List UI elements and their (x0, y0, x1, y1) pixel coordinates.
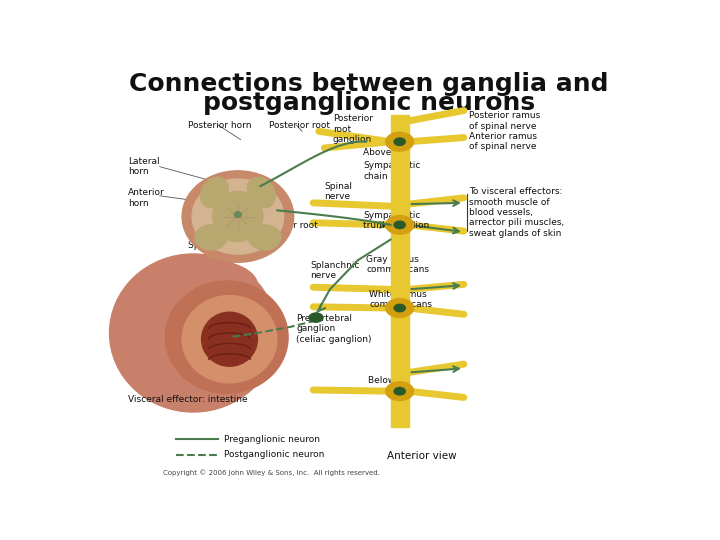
Text: Anterior root: Anterior root (260, 221, 318, 230)
Text: Visceral effector: intestine: Visceral effector: intestine (128, 395, 248, 404)
Ellipse shape (166, 281, 288, 393)
Ellipse shape (213, 191, 263, 242)
Ellipse shape (202, 312, 258, 366)
Text: Spinal cord: Spinal cord (188, 241, 238, 250)
Text: Lateral
horn: Lateral horn (128, 157, 160, 177)
Ellipse shape (386, 299, 414, 318)
Text: Anterior
horn: Anterior horn (128, 188, 165, 207)
Ellipse shape (394, 305, 405, 312)
Text: White ramus
communicans: White ramus communicans (369, 290, 432, 309)
Ellipse shape (247, 177, 275, 208)
Text: Posterior ramus
of spinal nerve: Posterior ramus of spinal nerve (469, 111, 541, 131)
Text: To visceral effectors:
smooth muscle of
blood vessels,
arrector pili muscles,
sw: To visceral effectors: smooth muscle of … (469, 187, 564, 238)
Ellipse shape (195, 225, 228, 250)
Ellipse shape (109, 254, 277, 412)
Text: Posterior root: Posterior root (269, 120, 330, 130)
Ellipse shape (157, 260, 258, 310)
Text: Above T1: Above T1 (364, 147, 406, 157)
Ellipse shape (394, 221, 405, 228)
Ellipse shape (248, 225, 281, 250)
Ellipse shape (235, 212, 241, 218)
Ellipse shape (394, 388, 405, 395)
Text: Connections between ganglia and: Connections between ganglia and (130, 71, 608, 96)
Ellipse shape (182, 295, 277, 383)
Ellipse shape (309, 313, 323, 322)
Text: Gray ramus
communicans: Gray ramus communicans (366, 255, 429, 274)
Text: Anterior ramus
of spinal nerve: Anterior ramus of spinal nerve (469, 132, 537, 151)
Ellipse shape (386, 132, 414, 151)
Text: Preganglionic neuron: Preganglionic neuron (224, 435, 320, 443)
Ellipse shape (182, 171, 294, 262)
Text: Sympathetic
chain: Sympathetic chain (364, 161, 420, 180)
Polygon shape (391, 114, 409, 427)
Ellipse shape (394, 138, 405, 145)
Text: Anterior view: Anterior view (387, 451, 456, 461)
Text: Spinal
nerve: Spinal nerve (324, 182, 352, 201)
Ellipse shape (386, 215, 414, 234)
Text: postganglionic neurons: postganglionic neurons (203, 91, 535, 115)
Text: Posterior horn: Posterior horn (188, 120, 251, 130)
Text: Prevertebral
ganglion
(celiac ganglion): Prevertebral ganglion (celiac ganglion) (297, 314, 372, 344)
Text: Below L2: Below L2 (368, 376, 409, 386)
Text: Copyright © 2006 John Wiley & Sons, Inc.  All rights reserved.: Copyright © 2006 John Wiley & Sons, Inc.… (163, 470, 379, 476)
Ellipse shape (192, 179, 284, 254)
Ellipse shape (200, 177, 228, 208)
Text: Sympathetic
trunk ganglion: Sympathetic trunk ganglion (364, 211, 430, 231)
Ellipse shape (386, 382, 414, 401)
Text: Postganglionic neuron: Postganglionic neuron (224, 450, 324, 460)
Text: Posterior
root
ganglion: Posterior root ganglion (333, 114, 373, 144)
Text: Splanchnic
nerve: Splanchnic nerve (310, 261, 360, 280)
